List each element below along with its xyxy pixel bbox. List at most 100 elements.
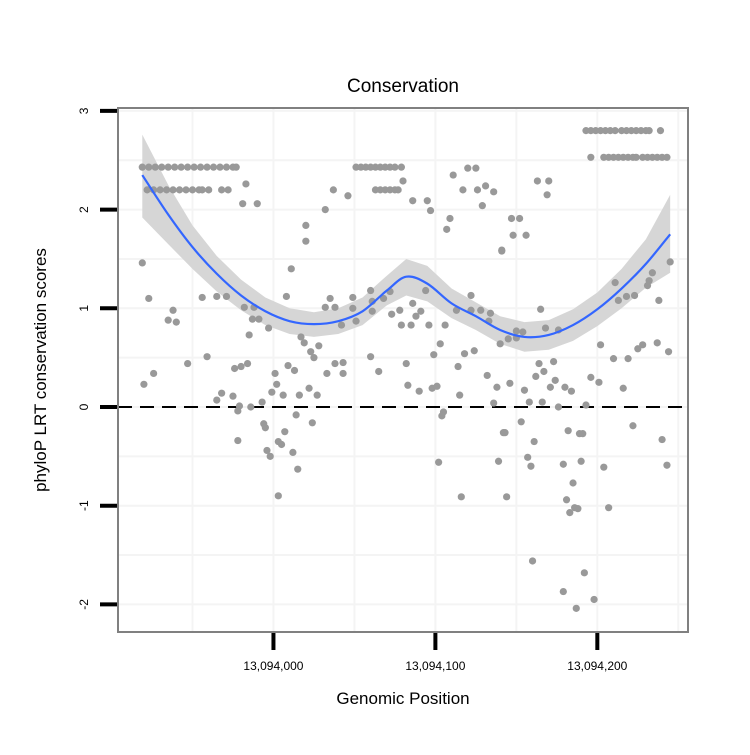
data-point	[258, 398, 266, 406]
y-tick-label: 3	[77, 107, 91, 114]
data-point	[331, 303, 339, 311]
data-point	[663, 461, 671, 469]
data-point	[648, 269, 656, 277]
data-point	[169, 186, 177, 194]
data-point	[409, 197, 417, 205]
data-point	[540, 367, 548, 376]
data-point	[520, 386, 529, 394]
data-point	[543, 191, 551, 199]
data-point	[611, 127, 619, 135]
data-point	[554, 403, 563, 411]
data-point	[467, 291, 475, 300]
data-point	[422, 286, 430, 295]
data-point	[367, 353, 375, 361]
data-point	[337, 321, 346, 329]
y-tick-label: 2	[77, 206, 91, 213]
data-point	[624, 355, 632, 363]
x-tick-label: 13,094,200	[567, 659, 627, 673]
data-point	[279, 391, 287, 399]
data-point	[443, 225, 451, 233]
data-point	[596, 341, 605, 349]
data-point	[525, 398, 533, 406]
data-point	[182, 186, 190, 194]
data-point	[349, 293, 357, 302]
data-point	[388, 310, 396, 318]
data-point	[572, 604, 580, 612]
data-point	[224, 186, 232, 194]
data-point	[263, 446, 271, 455]
data-point	[524, 453, 532, 461]
data-point	[300, 339, 308, 347]
data-point	[506, 379, 514, 387]
data-point	[619, 384, 627, 392]
data-point	[639, 341, 647, 349]
data-point	[494, 457, 503, 465]
data-point	[545, 177, 553, 185]
data-point	[459, 186, 467, 194]
data-point	[435, 458, 443, 466]
data-point	[493, 383, 501, 391]
data-point	[140, 380, 148, 388]
data-point	[234, 436, 242, 445]
data-point	[496, 340, 504, 348]
data-point	[203, 163, 211, 171]
y-tick-label: -1	[77, 500, 91, 511]
data-point	[402, 359, 410, 368]
data-point	[501, 429, 509, 437]
data-point	[297, 333, 305, 341]
data-point	[537, 305, 545, 313]
data-point	[541, 324, 550, 332]
data-point	[634, 345, 642, 353]
data-point	[308, 419, 316, 427]
data-point	[551, 376, 559, 384]
data-point	[375, 367, 383, 376]
data-point	[656, 127, 665, 135]
data-point	[222, 292, 231, 301]
data-point	[564, 427, 572, 435]
data-point	[412, 312, 420, 320]
data-point	[150, 369, 158, 378]
y-tick-label: -2	[77, 599, 91, 610]
data-point	[630, 291, 639, 300]
data-point	[609, 355, 618, 363]
data-point	[666, 258, 674, 266]
data-point	[532, 372, 540, 381]
data-point	[229, 392, 237, 400]
data-point	[213, 396, 221, 404]
y-tick-label: 0	[77, 403, 91, 410]
y-axis-label: phyloP LRT conservation scores	[31, 248, 50, 492]
data-point	[196, 163, 205, 171]
data-point	[339, 358, 347, 367]
data-point	[164, 316, 172, 324]
data-point	[156, 186, 164, 194]
data-point	[321, 206, 329, 214]
data-point	[205, 186, 213, 194]
data-point	[423, 197, 431, 205]
data-point	[218, 186, 226, 194]
data-point	[533, 177, 542, 185]
plot-panel-border	[117, 107, 689, 633]
data-point	[313, 391, 321, 399]
data-point	[417, 307, 425, 315]
data-point	[287, 265, 295, 273]
data-point	[323, 369, 331, 378]
loess-smooth-line	[141, 174, 672, 339]
data-point	[580, 569, 588, 577]
data-point	[559, 460, 567, 468]
data-point	[590, 595, 598, 604]
data-point	[582, 401, 590, 409]
data-point	[549, 357, 558, 366]
data-point	[415, 387, 423, 395]
data-point	[477, 306, 485, 314]
data-point	[441, 321, 449, 329]
data-point	[162, 186, 171, 194]
data-point	[295, 391, 303, 399]
data-point	[273, 380, 281, 388]
data-point	[397, 163, 405, 171]
data-point	[277, 440, 286, 449]
data-point	[464, 164, 472, 172]
data-point	[230, 364, 239, 373]
data-point	[397, 321, 405, 329]
data-point	[213, 292, 221, 301]
